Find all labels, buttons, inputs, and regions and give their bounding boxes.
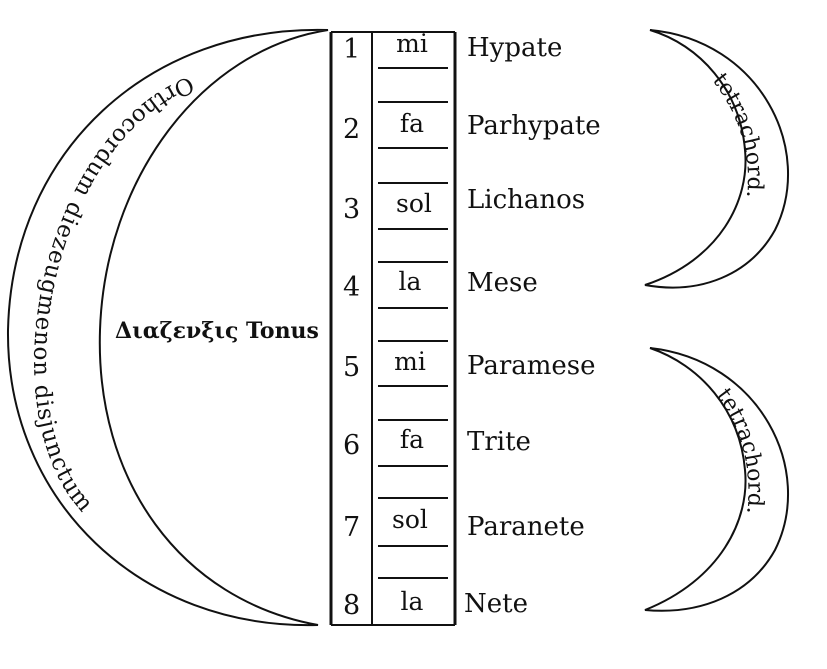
row-syllable: fa — [400, 109, 424, 138]
diazeuxis-label: Διαζενξις Tonus — [115, 318, 319, 344]
tetrachord-label-lower: tetrachord. — [711, 384, 767, 516]
row-number: 8 — [343, 590, 360, 621]
row-syllable: sol — [392, 505, 428, 534]
row-number: 1 — [343, 34, 360, 65]
row-name: Parhypate — [467, 111, 601, 141]
row-number: 4 — [343, 272, 360, 303]
row-syllable: mi — [394, 347, 426, 376]
tetrachord-crescent-lower — [644, 347, 790, 612]
row-number: 7 — [343, 512, 360, 543]
row-number: 6 — [343, 430, 360, 461]
syllable-rules — [378, 67, 448, 579]
row-number: 2 — [343, 114, 360, 145]
orthocordum-label: Orthocordum diezeugmenon disjunctum — [28, 71, 198, 518]
row-name: Lichanos — [467, 185, 585, 215]
row-name: Nete — [464, 589, 528, 619]
row-syllable: la — [401, 587, 424, 616]
row-syllable: mi — [396, 29, 428, 58]
row-number: 3 — [343, 194, 360, 225]
row-syllable: la — [399, 267, 422, 296]
orthocordum-crescent — [6, 28, 329, 627]
row-name: Hypate — [467, 33, 562, 63]
row-name: Trite — [467, 427, 531, 457]
row-syllable: sol — [396, 189, 432, 218]
row-name: Paramese — [467, 351, 596, 381]
row-syllable: fa — [400, 425, 424, 454]
row-name: Paranete — [467, 512, 585, 542]
row-number: 5 — [343, 352, 360, 383]
row-name: Mese — [467, 268, 538, 298]
tetrachord-crescent-upper — [644, 29, 790, 289]
